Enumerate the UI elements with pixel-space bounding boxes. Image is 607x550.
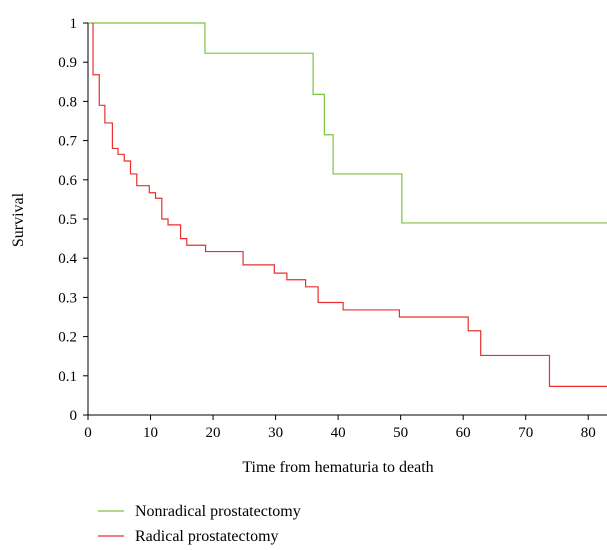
x-axis-label: Time from hematuria to death xyxy=(242,459,433,476)
x-tick-label: 50 xyxy=(393,425,408,441)
y-tick-label: 0.2 xyxy=(58,330,77,346)
y-tick-label: 0 xyxy=(70,408,78,424)
legend-label: Radical prostatectomy xyxy=(135,528,279,545)
x-axis: 0 10 20 30 40 50 60 70 80 xyxy=(84,414,607,441)
legend: Nonradical prostatectomy Radical prostate… xyxy=(98,503,301,545)
y-tick-label: 0.4 xyxy=(58,251,77,267)
x-tick-label: 60 xyxy=(456,425,471,441)
y-tick-label: 0.6 xyxy=(58,173,77,189)
x-tick-label: 70 xyxy=(518,425,533,441)
x-tick-label: 80 xyxy=(581,425,596,441)
legend-label: Nonradical prostatectomy xyxy=(135,503,301,520)
x-tick-label: 0 xyxy=(84,425,92,441)
series-line-nonradical xyxy=(88,22,607,224)
y-tick-label: 0.9 xyxy=(58,55,77,71)
x-tick-label: 30 xyxy=(268,425,283,441)
y-tick-label: 0.5 xyxy=(58,212,77,228)
y-axis-label: Survival xyxy=(10,192,27,247)
y-tick-label: 0.7 xyxy=(58,134,77,150)
y-axis: 0 0.1 0.2 0.3 0.4 0.5 0.6 0.7 0.8 0.9 1 xyxy=(58,16,89,424)
y-tick-label: 0.8 xyxy=(58,94,77,110)
x-tick-label: 20 xyxy=(206,425,221,441)
y-tick-label: 1 xyxy=(70,16,78,32)
series-line-radical xyxy=(92,23,607,387)
x-tick-label: 10 xyxy=(143,425,158,441)
plot-area xyxy=(88,22,607,387)
y-tick-label: 0.3 xyxy=(58,290,77,306)
x-tick-label: 40 xyxy=(331,425,346,441)
y-tick-label: 0.1 xyxy=(58,369,77,385)
